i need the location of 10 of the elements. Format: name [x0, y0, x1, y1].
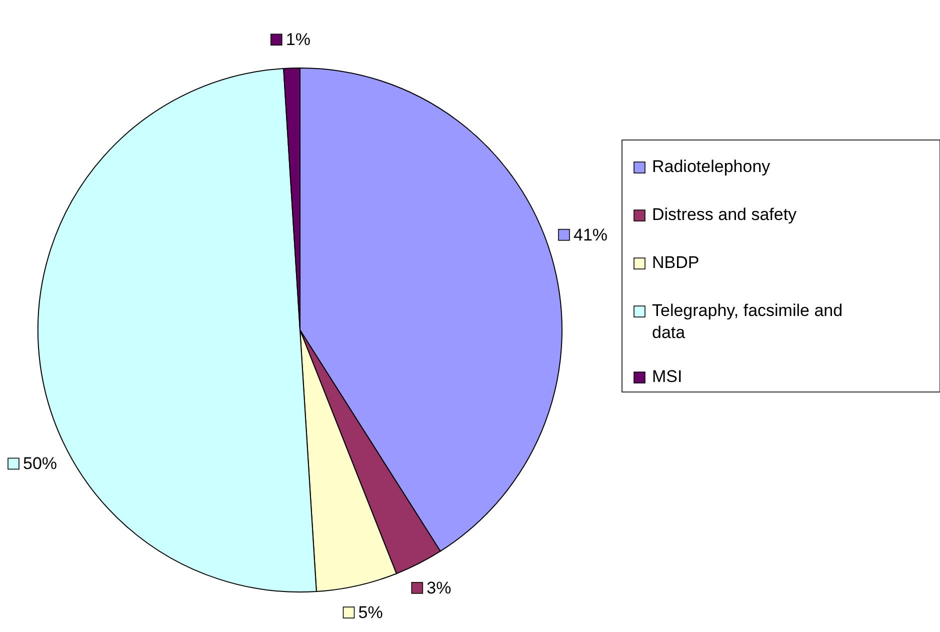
data-label: 5% [358, 603, 383, 622]
data-label: 41% [573, 225, 608, 244]
legend-label: Telegraphy, facsimile and data [652, 301, 843, 342]
legend-label: MSI [652, 367, 682, 386]
data-label: 1% [286, 30, 310, 50]
legend-label: Distress and safety [652, 205, 798, 224]
data-label: 3% [426, 578, 452, 598]
legend-label: Radiotelephony [652, 157, 771, 176]
legend-label: NBDP [652, 253, 700, 272]
data-label: 50% [23, 454, 58, 474]
